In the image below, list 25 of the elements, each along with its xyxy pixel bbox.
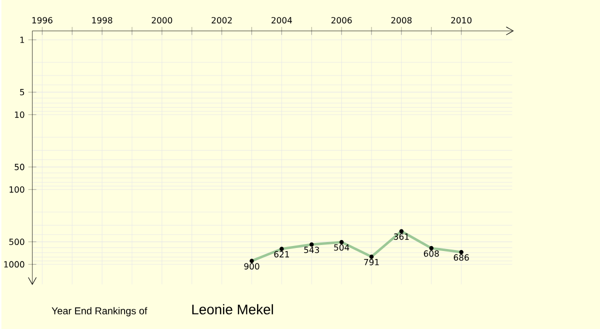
y-tick-label: 10 (15, 111, 24, 118)
y-tick-label: 100 (10, 186, 24, 193)
data-label: 686 (454, 254, 469, 261)
data-label: 543 (304, 246, 320, 253)
data-label: 791 (364, 258, 379, 266)
y-tick-label: 5 (20, 88, 24, 96)
text: Year End Rankings of (52, 306, 148, 316)
y-tick-label: 1000 (4, 261, 24, 268)
x-tick-label: 1996 (32, 16, 52, 24)
data-label: 608 (424, 250, 439, 257)
x-tick-label: 2010 (451, 16, 472, 24)
data-label: 900 (244, 263, 260, 270)
x-tick-label: 2008 (391, 16, 412, 24)
data-label: 361 (394, 233, 409, 240)
x-tick-label: 1998 (92, 16, 112, 24)
data-label: 504 (334, 244, 350, 251)
x-tick-label: 2004 (272, 16, 292, 24)
text: Leonie Mekel (192, 304, 273, 314)
y-tick-label: 50 (14, 164, 24, 170)
y-tick-label: 1 (20, 36, 24, 43)
y-tick-label: 500 (9, 238, 24, 245)
x-tick-label: 2002 (212, 16, 232, 24)
data-label: 621 (274, 250, 289, 258)
x-tick-label: 2006 (331, 16, 352, 24)
x-tick-label: 2000 (152, 16, 172, 24)
